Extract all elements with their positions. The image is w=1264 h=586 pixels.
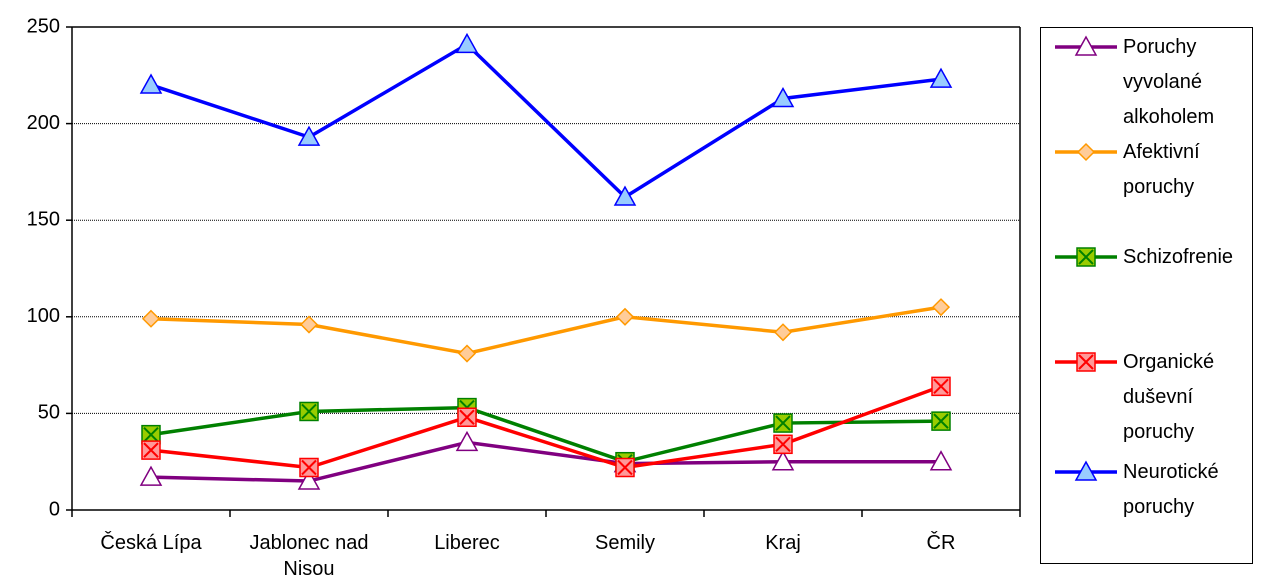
y-tick-label: 200 — [27, 112, 60, 134]
marker — [139, 465, 163, 486]
legend-label: Schizofrenie — [1123, 246, 1234, 268]
x-tick-label: Liberec — [434, 532, 500, 554]
marker — [139, 73, 163, 94]
marker-cross — [775, 436, 791, 453]
marker-cross — [933, 413, 949, 429]
marker — [457, 344, 477, 363]
marker — [615, 307, 635, 326]
legend-item: Poruchy vyvolané alkoholem — [1047, 30, 1247, 135]
marker-cross — [933, 378, 949, 395]
y-tick-label: 50 — [38, 402, 60, 424]
marker — [297, 125, 321, 146]
marker — [1076, 352, 1096, 372]
marker — [931, 411, 951, 431]
x-tick-label: Česká Lípa — [100, 532, 202, 554]
legend-swatch — [1055, 35, 1117, 56]
marker — [773, 434, 793, 455]
marker-cross — [1078, 249, 1094, 265]
marker — [457, 407, 477, 428]
marker — [299, 457, 319, 478]
legend-item: Schizofrenie — [1047, 240, 1247, 275]
marker-cross — [1078, 354, 1094, 370]
x-tick-label: Kraj — [765, 532, 801, 554]
marker — [931, 298, 951, 317]
marker-cross — [775, 415, 791, 431]
marker — [929, 67, 953, 88]
marker — [1076, 247, 1096, 267]
marker-cross — [459, 409, 475, 425]
series-line — [150, 384, 942, 470]
series-line — [150, 440, 941, 483]
marker — [299, 401, 319, 422]
x-tick-label: Jablonec nad Nisou — [249, 532, 369, 580]
legend-swatch — [1055, 247, 1117, 267]
marker — [615, 457, 635, 478]
x-tick-label: ČR — [926, 532, 956, 554]
marker — [455, 32, 479, 54]
marker — [773, 323, 793, 342]
marker-cross — [301, 459, 317, 476]
marker — [613, 185, 637, 206]
marker — [929, 450, 953, 471]
marker — [1076, 142, 1096, 162]
legend-swatch — [1055, 142, 1117, 162]
marker — [1074, 35, 1098, 56]
marker-cross — [301, 403, 317, 420]
legend-item: Organické duševní poruchy — [1047, 345, 1247, 450]
x-tick-label: Semily — [594, 532, 655, 554]
marker — [455, 430, 479, 452]
y-tick-label: 250 — [27, 15, 60, 37]
legend-item: Afektivní poruchy — [1047, 135, 1247, 205]
marker — [299, 315, 319, 334]
marker — [931, 376, 951, 397]
marker — [771, 86, 795, 108]
legend: Poruchy vyvolané alkoholem Afektivní poru… — [1040, 27, 1253, 564]
legend-label: Afektivní poruchy — [1123, 141, 1200, 198]
legend-label: Poruchy vyvolané alkoholem — [1123, 36, 1215, 128]
y-tick-label: 150 — [27, 208, 60, 230]
legend-swatch — [1055, 460, 1117, 481]
marker — [1074, 460, 1098, 481]
marker — [771, 450, 795, 471]
marker-cross — [143, 442, 159, 458]
series-line — [150, 42, 942, 200]
y-tick-label: 0 — [49, 498, 60, 520]
marker — [141, 309, 161, 328]
marker-cross — [617, 459, 633, 476]
marker-cross — [143, 426, 159, 443]
legend-swatch — [1055, 352, 1117, 372]
marker — [297, 469, 321, 490]
series-line — [150, 305, 942, 356]
marker — [773, 413, 793, 433]
legend-label: Neurotické poruchy — [1123, 461, 1219, 518]
y-tick-label: 100 — [27, 305, 60, 327]
marker — [141, 440, 161, 460]
legend-label: Organické duševní poruchy — [1123, 351, 1215, 443]
legend-item: Neurotické poruchy — [1047, 455, 1247, 525]
series-line — [150, 405, 942, 464]
